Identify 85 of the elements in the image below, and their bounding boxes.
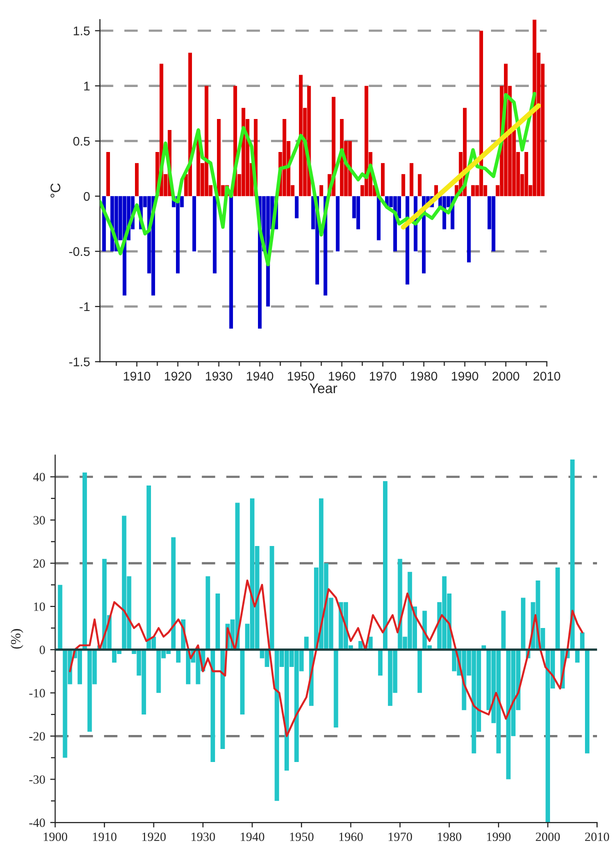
y-axis-title: °C xyxy=(50,183,60,198)
line-series xyxy=(68,580,584,738)
bar xyxy=(383,481,388,650)
bar xyxy=(501,610,506,650)
bar xyxy=(212,196,217,274)
bar xyxy=(134,163,139,196)
x-tick-label: 1900 xyxy=(44,832,68,842)
y-tick-label: 0 xyxy=(40,646,45,654)
y-tick-label: 0.5 xyxy=(73,136,90,146)
y-tick-label: -30 xyxy=(29,775,45,784)
bar xyxy=(401,174,406,196)
y-tick-label: -10 xyxy=(29,688,45,698)
y-tick-label: -1.5 xyxy=(69,358,90,366)
x-tick-label: 2010 xyxy=(585,832,610,842)
bar xyxy=(580,632,584,650)
bar xyxy=(216,118,221,196)
y-tick-label: 30 xyxy=(34,516,45,524)
x-tick-label: 1980 xyxy=(438,832,462,842)
x-tick-label: 1960 xyxy=(328,372,356,381)
bar xyxy=(524,152,528,196)
bar xyxy=(364,86,368,196)
bar xyxy=(467,196,471,262)
bar xyxy=(418,174,422,196)
bar xyxy=(82,472,87,650)
bar xyxy=(418,650,422,693)
y-tick-label: -1 xyxy=(80,302,90,312)
bar xyxy=(106,152,110,196)
x-tick-label: 1990 xyxy=(487,832,511,842)
bar xyxy=(294,196,299,218)
bar xyxy=(171,537,176,650)
y-axis-title: (%) xyxy=(10,629,24,649)
x-tick-label: 1990 xyxy=(452,372,478,381)
bar xyxy=(216,593,220,650)
bar xyxy=(410,163,414,196)
x-tick-label: 1940 xyxy=(240,832,264,842)
bar xyxy=(210,650,216,762)
bar xyxy=(492,196,496,252)
bar xyxy=(304,636,309,650)
y-tick-label: -0.5 xyxy=(69,247,90,256)
x-tick-label: 2010 xyxy=(534,372,560,381)
x-tick-label: 1930 xyxy=(206,372,232,381)
y-tick-label: 10 xyxy=(34,602,45,611)
y-tick-label: -20 xyxy=(29,732,45,741)
bar xyxy=(206,576,210,650)
bar xyxy=(380,163,385,196)
y-tick-label: 20 xyxy=(33,559,45,568)
bar xyxy=(270,546,274,650)
x-tick-label: 1930 xyxy=(192,832,215,842)
x-tick-label: 1980 xyxy=(410,372,438,381)
y-tick-label: 1 xyxy=(84,82,90,90)
bar xyxy=(204,86,208,196)
x-tick-label: 1960 xyxy=(339,832,363,842)
x-tick-label: 1950 xyxy=(288,372,314,381)
bar xyxy=(282,118,286,196)
bar xyxy=(356,196,360,230)
bar xyxy=(336,196,340,252)
bar xyxy=(520,598,526,650)
line-series xyxy=(100,92,536,266)
x-tick-label: 1910 xyxy=(93,832,116,842)
y-tick-label: 0 xyxy=(84,192,90,201)
bar xyxy=(532,20,536,196)
bar xyxy=(555,568,560,650)
x-tick-label: 1920 xyxy=(142,832,166,842)
x-tick-label: 2000 xyxy=(536,832,560,842)
bar xyxy=(58,584,62,650)
x-tick-label: 1970 xyxy=(388,832,412,842)
y-tick-label: 1.5 xyxy=(74,26,90,36)
bar xyxy=(584,650,590,754)
y-tick-label: 40 xyxy=(33,472,45,482)
x-tick-label: 1910 xyxy=(124,372,150,381)
x-axis-title: Year xyxy=(310,384,338,394)
y-tick-label: -40 xyxy=(29,818,45,827)
bar xyxy=(319,185,324,196)
bar xyxy=(229,196,233,329)
x-tick-label: 2000 xyxy=(492,372,520,381)
x-tick-label: 1970 xyxy=(370,372,396,381)
bar xyxy=(192,196,196,252)
bar xyxy=(570,460,575,650)
bar xyxy=(471,185,475,196)
bar xyxy=(378,650,383,676)
x-tick-label: 1950 xyxy=(290,832,314,842)
bar xyxy=(220,650,225,750)
x-tick-label: 1940 xyxy=(246,372,274,381)
x-tick-label: 1920 xyxy=(164,372,192,381)
bar xyxy=(240,650,245,714)
